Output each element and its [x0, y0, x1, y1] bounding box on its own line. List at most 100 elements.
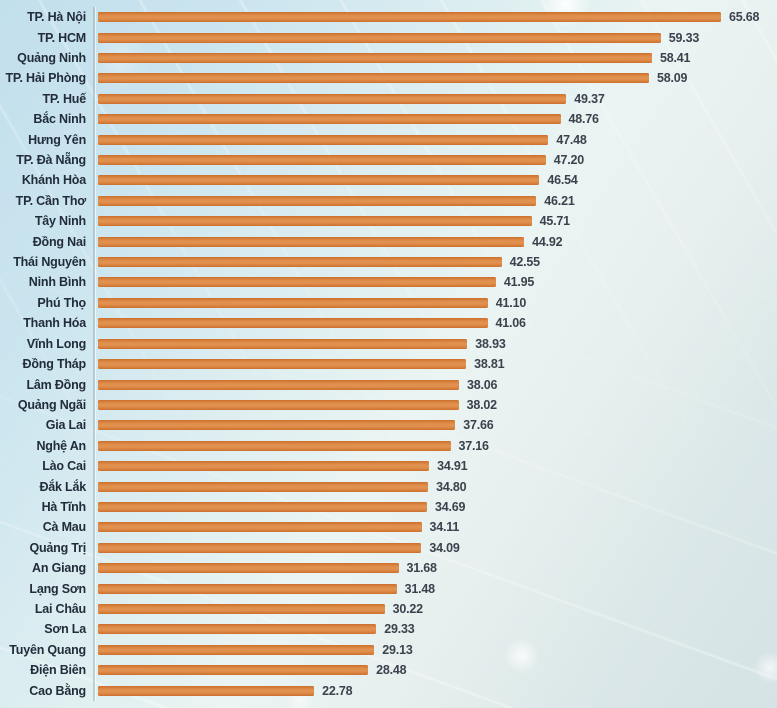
bar	[98, 644, 375, 655]
bar	[98, 420, 456, 431]
bar-row: Hưng Yên 47.48	[0, 129, 777, 150]
value-label: 37.66	[463, 418, 494, 433]
bar	[98, 53, 652, 64]
value-label: 30.22	[392, 601, 423, 616]
value-label: 47.20	[553, 153, 584, 168]
bar	[98, 318, 488, 329]
bar-track: 48.76	[93, 109, 777, 130]
value-label: 34.80	[436, 479, 467, 494]
bar-track: 38.93	[93, 333, 777, 354]
bar	[98, 399, 459, 410]
value-label: 22.78	[322, 683, 353, 698]
bar-track: 31.48	[93, 578, 777, 599]
value-label: 41.06	[495, 316, 526, 331]
bar	[98, 603, 385, 614]
bar	[98, 12, 721, 23]
bar-track: 46.54	[93, 170, 777, 191]
value-label: 45.71	[539, 214, 570, 229]
bar-track: 59.33	[93, 27, 777, 48]
bar-track: 34.80	[93, 476, 777, 497]
bar	[98, 665, 369, 676]
value-label: 41.95	[503, 275, 535, 290]
category-label: Đồng Tháp	[22, 357, 87, 372]
bar-track: 65.68	[93, 7, 777, 28]
category-label: Cao Bằng	[29, 683, 86, 698]
bar-row: Sơn La 29.33	[0, 619, 777, 640]
category-label: TP. HCM	[37, 30, 87, 45]
bar-row: Lâm Đồng 38.06	[0, 374, 777, 395]
category-label: Sơn La	[44, 622, 86, 637]
category-label: Lai Châu	[34, 601, 86, 616]
category-label: Đồng Nai	[32, 234, 86, 249]
bar-row: TP. Hải Phòng 58.09	[0, 68, 777, 89]
bar	[98, 542, 422, 553]
bar-track: 31.68	[93, 557, 777, 579]
category-label: Bắc Ninh	[33, 112, 86, 127]
bar	[98, 563, 399, 574]
bar-track: 47.48	[93, 129, 777, 150]
bar-row: Lai Châu 30.22	[0, 598, 777, 620]
value-label: 65.68	[729, 10, 760, 25]
bar-row: Thanh Hóa 41.06	[0, 313, 777, 334]
bar-track: 58.41	[93, 47, 777, 69]
bar-row: Phú Thọ 41.10	[0, 292, 777, 314]
bar-track: 45.71	[93, 211, 777, 232]
value-label: 31.68	[406, 561, 437, 576]
bar-track: 37.16	[93, 435, 777, 456]
bar-track: 49.37	[93, 88, 777, 110]
category-label: Ninh Bình	[28, 275, 86, 290]
value-label: 41.10	[495, 295, 527, 310]
value-label: 29.13	[382, 642, 413, 657]
value-label: 34.11	[429, 520, 460, 535]
bar	[98, 73, 649, 84]
bar-row: Đồng Nai 44.92	[0, 231, 777, 252]
value-label: 38.93	[475, 336, 506, 351]
bar-row: Quảng Trị 34.09	[0, 537, 777, 558]
value-label: 49.37	[574, 91, 605, 106]
value-label: 46.54	[547, 173, 578, 188]
value-label: 37.16	[458, 438, 489, 453]
value-label: 38.02	[466, 397, 497, 412]
category-label: Phú Thọ	[37, 295, 86, 310]
bar-track: 46.21	[93, 190, 777, 212]
bar	[98, 583, 397, 594]
bar-track: 58.09	[93, 68, 777, 89]
bar	[98, 236, 525, 247]
bar-track: 34.69	[93, 496, 777, 518]
bar-row: Quảng Ninh 58.41	[0, 47, 777, 69]
category-label: Nghệ An	[36, 438, 86, 453]
bar-row: TP. Cần Thơ 46.21	[0, 190, 777, 212]
value-label: 58.41	[660, 51, 691, 66]
category-label: Lâm Đồng	[26, 377, 86, 392]
bar-row: Tuyên Quang 29.13	[0, 639, 777, 660]
category-label: Đắk Lắk	[39, 479, 86, 494]
bar-row: Đồng Tháp 38.81	[0, 353, 777, 375]
value-label: 46.21	[544, 193, 575, 208]
bar-row: Khánh Hòa 46.54	[0, 170, 777, 191]
bar	[98, 338, 468, 349]
bar-row: Quảng Ngãi 38.02	[0, 394, 777, 416]
category-label: TP. Hà Nội	[27, 10, 86, 25]
bar-row: Vĩnh Long 38.93	[0, 333, 777, 354]
bar-track: 38.06	[93, 374, 777, 395]
category-label: Tây Ninh	[34, 214, 86, 229]
bar	[98, 297, 488, 308]
bar	[98, 379, 459, 390]
category-label: TP. Hải Phòng	[5, 71, 86, 86]
bar-row: TP. Đà Nẵng 47.20	[0, 149, 777, 171]
category-label: Hưng Yên	[28, 132, 86, 147]
bar	[98, 93, 567, 104]
bar	[98, 155, 546, 166]
bar-track: 28.48	[93, 660, 777, 681]
category-label: Lạng Sơn	[29, 581, 86, 596]
value-label: 31.48	[404, 581, 435, 596]
bar	[98, 134, 549, 145]
category-label: Quảng Ngãi	[17, 397, 86, 412]
bar	[98, 32, 661, 43]
bar-track: 38.02	[93, 394, 777, 416]
bar-row: Bắc Ninh 48.76	[0, 109, 777, 130]
category-label: Vĩnh Long	[26, 336, 86, 351]
bar-track: 47.20	[93, 149, 777, 171]
bar-track: 34.91	[93, 455, 777, 477]
value-label: 38.06	[467, 377, 498, 392]
